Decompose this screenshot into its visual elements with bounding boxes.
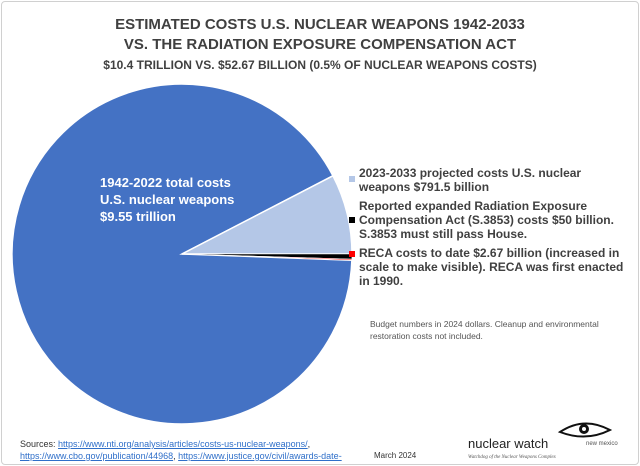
inside-label-line: U.S. nuclear weapons [100,192,235,207]
budget-note: Budget numbers in 2024 dollars. Cleanup … [370,319,599,341]
legend-label: Reported expanded Radiation Exposure Com… [359,199,614,241]
legend-swatch [349,176,355,182]
source-link-justice[interactable]: https://www.justice.gov/civil/awards-dat… [20,451,342,464]
sources-prefix: Sources: [20,439,59,449]
chart-subtitle: VS. THE RADIATION EXPOSURE COMPENSATION … [123,36,517,53]
logo-name: nuclear watch [468,436,549,451]
inside-label-line: 1942-2022 total costs [100,175,231,190]
source-link-nti[interactable]: https://www.nti.org/analysis/articles/co… [58,439,308,449]
chart-title: ESTIMATED COSTS U.S. NUCLEAR WEAPONS 194… [115,16,525,33]
sources: Sources: https://www.nti.org/analysis/ar… [20,438,350,464]
legend-label: 2023-2033 projected costs U.S. nuclear w… [359,166,582,194]
date: March 2024 [374,451,417,460]
slice-label-historic: 1942-2022 total costs U.S. nuclear weapo… [100,174,280,225]
legend: 2023-2033 projected costs U.S. nuclear w… [349,166,635,288]
chart-subtitle-2: $10.4 TRILLION VS. $52.67 BILLION (0.5% … [103,58,537,72]
eye-icon [557,422,613,438]
logo-tagline: Watchdog of the Nuclear Weapons Complex [468,455,556,460]
legend-item-reca-to-date: RECA costs to date $2.67 billion (increa… [349,246,635,288]
legend-item-projected: 2023-2033 projected costs U.S. nuclear w… [349,166,635,194]
legend-swatch [349,217,355,223]
legend-label: RECA costs to date $2.67 billion (increa… [359,246,624,288]
inside-label-line: $9.55 trillion [100,209,176,224]
nuclear-watch-logo: nuclear watch new mexico Watchdog of the… [468,422,638,464]
slice-reca-to-date [181,253,353,261]
source-link-cbo[interactable]: https://www.cbo.gov/publication/44968 [20,451,174,461]
legend-swatch [349,251,355,257]
logo-region: new mexico [586,441,618,447]
legend-item-expanded-reca: Reported expanded Radiation Exposure Com… [349,199,635,241]
